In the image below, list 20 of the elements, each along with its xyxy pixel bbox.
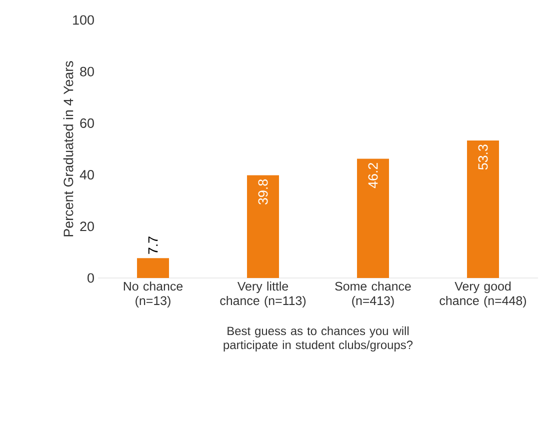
bar (247, 175, 280, 278)
x-tick-label: Some chance (n=413) (335, 282, 411, 308)
data-label: 53.3 (478, 144, 488, 170)
y-tick-label: 100 (73, 15, 94, 25)
x-tick-label: No chance (n=13) (124, 282, 183, 308)
data-label: 7.7 (148, 236, 158, 254)
y-tick-label: 60 (80, 118, 94, 128)
data-label: 39.8 (258, 179, 268, 204)
bar (137, 258, 170, 278)
x-axis-title: Best guess as to chances you will participate in student clubs/groups? (224, 326, 413, 352)
x-tick-label: Very little chance (n=113) (220, 282, 306, 308)
x-tick-label: Very good chance (n=448) (440, 282, 526, 308)
y-tick-label: 80 (80, 66, 94, 76)
y-tick-label: 0 (88, 273, 94, 283)
bar (357, 158, 390, 278)
data-label: 46.2 (368, 162, 378, 188)
bar (467, 140, 499, 278)
y-axis-title: Percent Graduated in 4 Years (63, 61, 74, 236)
y-tick-label: 20 (80, 222, 94, 232)
y-tick-label: 40 (80, 170, 94, 180)
